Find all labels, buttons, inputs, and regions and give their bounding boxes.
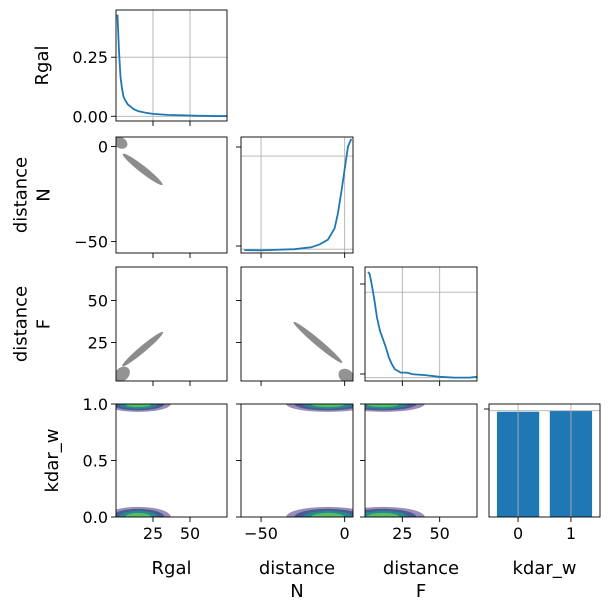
panel-frame <box>115 136 228 254</box>
y-tick-label: 0.0 <box>83 508 108 527</box>
panel-frame <box>488 403 601 518</box>
panel-distance-n-hist <box>236 136 354 258</box>
scatter-cloud <box>122 153 163 186</box>
panel-frame <box>115 9 228 122</box>
contour-level <box>125 404 152 408</box>
y-tick-label: 0.00 <box>72 107 108 126</box>
series-line-rgal <box>116 14 227 117</box>
x-tick-label: 25 <box>143 524 163 543</box>
panel-frame <box>364 403 478 518</box>
contour-level <box>311 404 345 408</box>
y-tick-label: 0.5 <box>83 452 108 471</box>
x-tick-label: 50 <box>429 524 449 543</box>
series-line-distance-n <box>244 138 353 252</box>
y-tick-label: 1.0 <box>83 395 108 414</box>
panel-kdar-vs-distance-f: 25 50 <box>360 403 478 543</box>
panel-kdar-vs-rgal: 25 50 0.0 0.5 1.0 <box>83 395 228 543</box>
panel-kdar-vs-distance-n: −50 0 <box>236 403 354 543</box>
panel-distance-n-vs-rgal: −50 0 <box>74 136 228 258</box>
x-axis-label-2: distance F <box>383 558 459 602</box>
scatter-cloud <box>338 368 353 381</box>
x-tick-label: 25 <box>392 524 412 543</box>
x-tick-label: −50 <box>244 524 278 543</box>
x-tick-label: 0 <box>513 524 523 543</box>
x-tick-label: 1 <box>566 524 576 543</box>
y-tick-label: 50 <box>88 292 108 311</box>
contour-level <box>366 404 400 408</box>
y-axis-label-2: distance F <box>11 286 55 362</box>
scatter-cloud <box>116 366 130 381</box>
contour-level <box>125 512 152 517</box>
y-tick-label: 0.25 <box>72 48 108 67</box>
x-axis-label-3: kdar_w <box>512 558 576 579</box>
contour-level <box>366 512 400 517</box>
panel-distance-f-hist <box>360 266 478 386</box>
y-tick-label: 25 <box>88 333 108 352</box>
panel-frame <box>240 403 354 518</box>
y-axis-label-1: distance N <box>11 157 55 233</box>
y-tick-label: −50 <box>74 233 108 252</box>
panel-frame <box>115 403 228 518</box>
panel-frame <box>240 136 354 254</box>
series-line-distance-f <box>367 271 477 379</box>
panel-frame <box>364 266 478 382</box>
y-axis-label-3: kdar_w <box>42 428 63 492</box>
panel-frame <box>240 266 354 382</box>
contour-level <box>311 512 345 517</box>
x-axis-label-1: distance N <box>259 558 335 602</box>
x-tick-label: 0 <box>340 524 350 543</box>
y-tick-label: 0 <box>98 138 108 157</box>
scatter-cloud <box>116 137 128 149</box>
y-axis-label-0: Rgal <box>32 46 53 86</box>
panel-distance-f-vs-distance-n <box>236 266 354 386</box>
scatter-cloud <box>293 321 343 364</box>
x-tick-label: 50 <box>180 524 200 543</box>
x-axis-label-0: Rgal <box>152 558 192 579</box>
scatter-cloud <box>122 331 164 367</box>
panel-rgal-hist: 0.00 0.25 <box>72 9 228 126</box>
panel-distance-f-vs-rgal: 25 50 <box>88 266 228 386</box>
panel-frame <box>115 266 228 382</box>
